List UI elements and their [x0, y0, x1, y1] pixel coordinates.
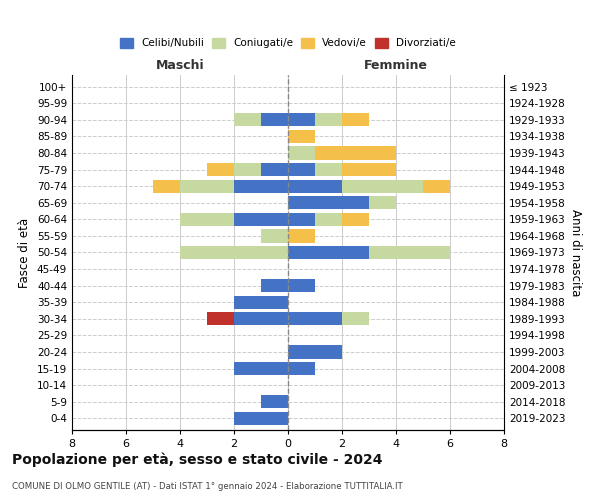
- Bar: [342, 212, 369, 226]
- Bar: [261, 230, 288, 242]
- Bar: [180, 246, 288, 259]
- Bar: [207, 163, 234, 176]
- Bar: [315, 113, 342, 126]
- Bar: [207, 312, 234, 326]
- Bar: [234, 163, 261, 176]
- Bar: [288, 113, 315, 126]
- Bar: [261, 163, 288, 176]
- Bar: [288, 279, 315, 292]
- Bar: [315, 212, 342, 226]
- Y-axis label: Anni di nascita: Anni di nascita: [569, 209, 582, 296]
- Bar: [180, 212, 234, 226]
- Text: COMUNE DI OLMO GENTILE (AT) - Dati ISTAT 1° gennaio 2024 - Elaborazione TUTTITAL: COMUNE DI OLMO GENTILE (AT) - Dati ISTAT…: [12, 482, 403, 491]
- Bar: [288, 180, 342, 193]
- Bar: [261, 395, 288, 408]
- Bar: [288, 312, 342, 326]
- Bar: [315, 163, 342, 176]
- Bar: [288, 362, 315, 376]
- Bar: [288, 346, 342, 358]
- Bar: [288, 212, 315, 226]
- Text: Popolazione per età, sesso e stato civile - 2024: Popolazione per età, sesso e stato civil…: [12, 452, 383, 467]
- Text: Maschi: Maschi: [155, 58, 205, 71]
- Bar: [288, 246, 369, 259]
- Bar: [288, 146, 315, 160]
- Bar: [342, 312, 369, 326]
- Text: Femmine: Femmine: [364, 58, 428, 71]
- Bar: [234, 312, 288, 326]
- Bar: [261, 279, 288, 292]
- Bar: [369, 246, 450, 259]
- Bar: [288, 230, 315, 242]
- Bar: [234, 412, 288, 425]
- Bar: [342, 163, 396, 176]
- Bar: [342, 180, 423, 193]
- Bar: [153, 180, 180, 193]
- Bar: [180, 180, 234, 193]
- Bar: [234, 113, 261, 126]
- Bar: [261, 113, 288, 126]
- Bar: [234, 180, 288, 193]
- Bar: [288, 163, 315, 176]
- Bar: [234, 362, 288, 376]
- Bar: [288, 130, 315, 143]
- Legend: Celibi/Nubili, Coniugati/e, Vedovi/e, Divorziati/e: Celibi/Nubili, Coniugati/e, Vedovi/e, Di…: [116, 34, 460, 52]
- Y-axis label: Fasce di età: Fasce di età: [19, 218, 31, 288]
- Bar: [423, 180, 450, 193]
- Bar: [234, 296, 288, 309]
- Bar: [234, 212, 288, 226]
- Bar: [342, 113, 369, 126]
- Bar: [369, 196, 396, 209]
- Bar: [315, 146, 396, 160]
- Bar: [288, 196, 369, 209]
